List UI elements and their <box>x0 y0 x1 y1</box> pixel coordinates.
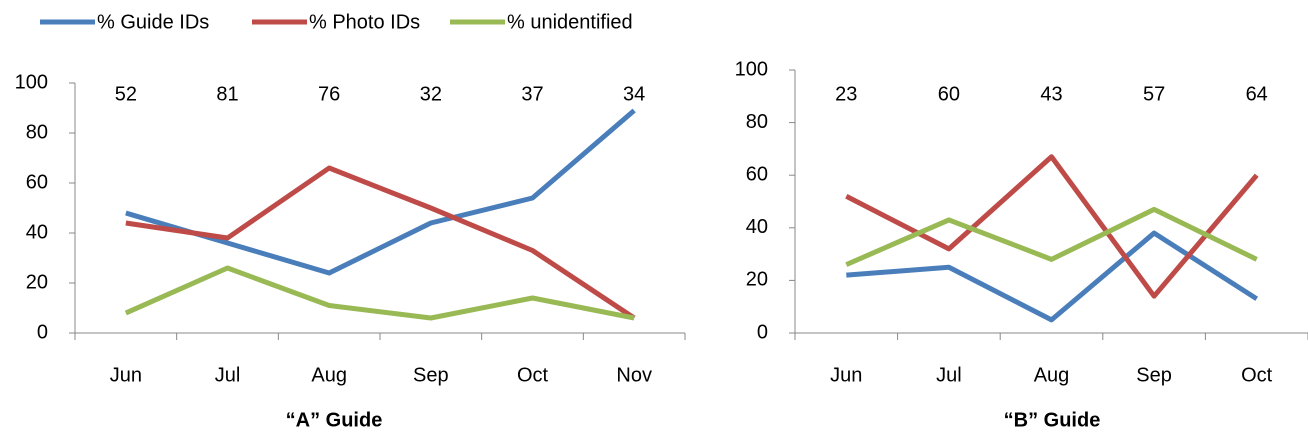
series-line <box>124 265 635 321</box>
x-tick-label: Aug <box>311 364 347 386</box>
x-tick-label: Oct <box>517 364 549 386</box>
x-tick-label: Jun <box>110 364 142 386</box>
series-line <box>845 206 1258 267</box>
sample-size: 37 <box>521 83 543 105</box>
y-tick-label: 80 <box>26 121 48 143</box>
x-tick-label: Aug <box>1034 364 1070 386</box>
y-tick-label: 0 <box>757 321 768 343</box>
y-tick-label: 60 <box>26 171 48 193</box>
y-tick-label: 80 <box>746 111 768 133</box>
legend-label: % Photo IDs <box>309 11 420 33</box>
x-tick-label: Sep <box>1136 364 1172 386</box>
series-line <box>125 108 636 276</box>
y-tick-label: 100 <box>15 71 48 93</box>
y-tick-label: 60 <box>746 163 768 185</box>
y-tick-label: 100 <box>735 58 768 80</box>
y-tick-label: 20 <box>26 271 48 293</box>
sample-size: 81 <box>216 83 238 105</box>
y-tick-label: 0 <box>37 321 48 343</box>
sample-size: 52 <box>115 83 137 105</box>
chart-title: “B” Guide <box>1004 409 1101 431</box>
sample-size: 57 <box>1143 83 1165 105</box>
x-tick-label: Nov <box>616 364 652 386</box>
x-tick-label: Oct <box>1241 364 1273 386</box>
series-line <box>845 154 1259 299</box>
sample-size: 64 <box>1246 83 1268 105</box>
legend-label: % Guide IDs <box>97 11 209 33</box>
y-tick-label: 40 <box>26 221 48 243</box>
y-tick-label: 40 <box>746 216 768 238</box>
x-tick-label: Sep <box>413 364 449 386</box>
sample-size: 34 <box>623 83 645 105</box>
series-line <box>125 165 636 321</box>
x-tick-label: Jul <box>215 364 241 386</box>
x-tick-label: Jun <box>830 364 862 386</box>
sample-size: 76 <box>318 83 340 105</box>
x-tick-label: Jul <box>936 364 962 386</box>
legend-label: % unidentified <box>507 11 633 33</box>
y-tick-label: 20 <box>746 269 768 291</box>
chart-title: “A” Guide <box>286 409 383 431</box>
sample-size: 32 <box>420 83 442 105</box>
sample-size: 43 <box>1040 83 1062 105</box>
sample-size: 60 <box>938 83 960 105</box>
sample-size: 23 <box>835 83 857 105</box>
